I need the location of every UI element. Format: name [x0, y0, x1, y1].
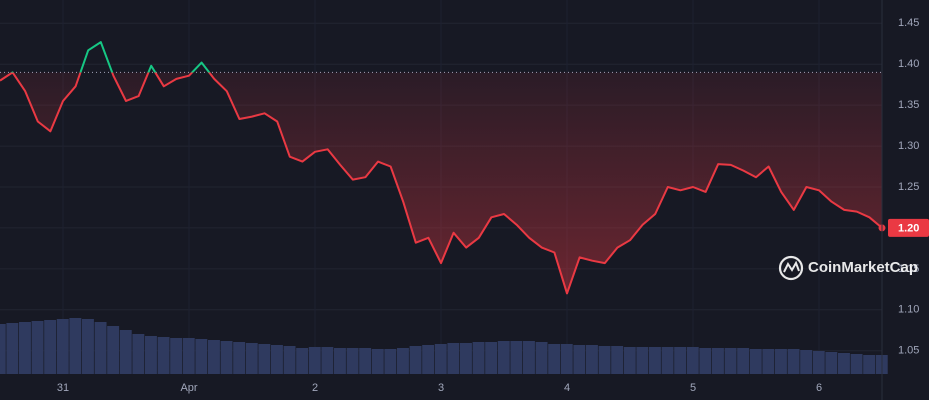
volume-bar — [472, 342, 485, 374]
volume-bar — [207, 340, 220, 374]
x-tick-label: Apr — [180, 382, 197, 394]
volume-bar — [233, 342, 246, 374]
volume-bar — [132, 334, 145, 374]
volume-bar — [81, 319, 94, 374]
volume-bar — [497, 341, 510, 374]
price-line — [0, 41, 883, 295]
x-tick-label: 31 — [57, 382, 69, 394]
volume-bar — [535, 342, 548, 374]
volume-bar — [31, 321, 44, 374]
volume-bar — [296, 348, 309, 374]
volume-bar — [119, 330, 132, 374]
y-tick-label: 1.30 — [898, 140, 919, 152]
volume-bar — [18, 322, 31, 374]
volume-bar — [195, 339, 208, 374]
volume-bar — [359, 348, 372, 374]
volume-bar — [573, 345, 586, 374]
volume-bar — [611, 346, 624, 374]
volume-bar — [220, 341, 233, 374]
volume-bar — [422, 345, 435, 374]
volume-bar — [648, 347, 661, 374]
volume-bar — [560, 344, 573, 374]
area — [0, 72, 882, 294]
x-tick-label: 4 — [564, 382, 570, 394]
volume-bar — [837, 353, 850, 374]
y-tick-label: 1.15 — [898, 263, 919, 275]
volume-bar — [774, 349, 787, 374]
volume-bar — [44, 320, 57, 374]
volume-bar — [409, 346, 422, 374]
y-tick-label: 1.45 — [898, 17, 919, 29]
volume-bar — [6, 323, 19, 374]
y-tick-label: 1.10 — [898, 304, 919, 316]
volume-bar — [447, 343, 460, 374]
volume-bar — [699, 348, 712, 374]
volume-bar — [522, 341, 535, 374]
volume-bar — [510, 341, 523, 374]
volume-bar — [863, 355, 876, 374]
volume-bar — [346, 348, 359, 374]
volume-bar — [762, 349, 775, 374]
volume-bar — [636, 347, 649, 374]
logo-mark — [783, 260, 800, 273]
volume-bar — [69, 318, 82, 374]
volume-bar — [459, 343, 472, 374]
volume-bar — [800, 350, 813, 374]
volume-bar — [825, 352, 838, 374]
volume-bar — [283, 346, 296, 374]
x-tick-label: 5 — [690, 382, 696, 394]
volume-bar — [384, 349, 397, 374]
y-tick-label: 1.35 — [898, 99, 919, 111]
volume-bar — [94, 322, 107, 374]
volume-bar — [434, 344, 447, 374]
volume-bar — [598, 346, 611, 374]
x-tick-label: 2 — [312, 382, 318, 394]
y-tick-label: 1.40 — [898, 58, 919, 70]
watermark: CoinMarketCap — [778, 255, 918, 281]
volume-bar — [258, 344, 271, 374]
volume-bar — [787, 349, 800, 374]
volume-bar — [333, 348, 346, 374]
volume-bar — [812, 351, 825, 374]
volume — [0, 318, 888, 374]
volume-bar — [686, 347, 699, 374]
volume-bar — [850, 354, 863, 374]
volume-bar — [737, 348, 750, 374]
volume-bar — [170, 338, 183, 374]
price-tag-label: 1.20 — [898, 222, 919, 234]
volume-bar — [724, 348, 737, 374]
volume-bar — [107, 326, 120, 374]
volume-bar — [182, 338, 195, 374]
watermark-text: CoinMarketCap — [808, 259, 918, 276]
volume-bar — [585, 345, 598, 374]
x-tick-label: 6 — [816, 382, 822, 394]
logo — [778, 255, 804, 281]
volume-bar — [0, 324, 6, 374]
volume-bar — [674, 347, 687, 374]
volume-bar — [270, 345, 283, 374]
volume-bar — [245, 343, 258, 374]
volume-bar — [623, 347, 636, 374]
volume-bar — [56, 319, 69, 374]
x-tick-label: 3 — [438, 382, 444, 394]
y-tick-label: 1.25 — [898, 181, 919, 193]
volume-bar — [396, 348, 409, 374]
volume-bar — [157, 337, 170, 374]
volume-bar — [321, 347, 334, 374]
volume-bar — [371, 349, 384, 374]
volume-bar — [749, 349, 762, 374]
axes: 1.05 1.10 1.15 1.20 1.25 1.30 1.35 1.40 1.45 31 Ap… — [57, 0, 929, 400]
volume-bar — [308, 347, 321, 374]
volume-bar — [548, 344, 561, 374]
volume-bar — [144, 336, 157, 374]
volume-bar — [711, 348, 724, 374]
plot — [0, 41, 886, 295]
volume-bar — [661, 347, 674, 374]
y-tick-label: 1.05 — [898, 345, 919, 357]
price-tag — [888, 218, 929, 237]
volume-bar — [485, 342, 498, 374]
